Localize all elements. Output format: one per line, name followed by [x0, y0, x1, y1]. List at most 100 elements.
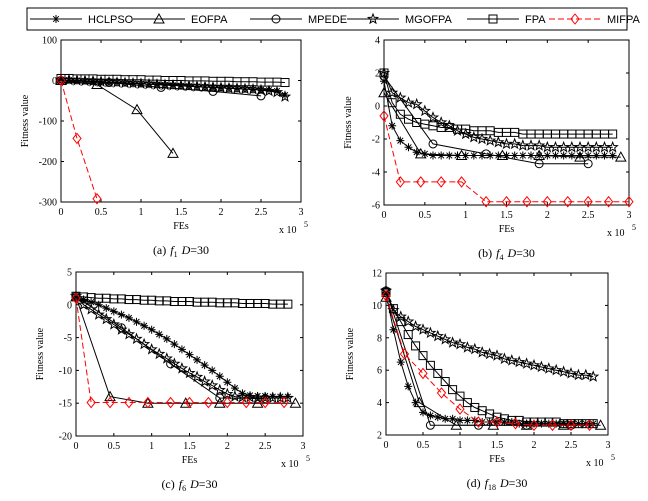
data-point	[396, 136, 405, 145]
data-point	[594, 419, 607, 430]
y-tick-label: 8	[377, 333, 382, 344]
data-point	[198, 375, 211, 387]
data-point	[496, 149, 509, 160]
data-point	[72, 132, 82, 145]
data-point	[87, 298, 96, 307]
y-tick-label: -5	[64, 333, 72, 344]
data-point	[549, 140, 562, 153]
caption-part: f	[496, 246, 501, 260]
data-point	[222, 396, 232, 409]
data-point	[404, 382, 413, 391]
data-point	[268, 392, 277, 401]
data-point	[564, 367, 578, 379]
data-point	[208, 366, 217, 375]
data-point	[513, 355, 526, 368]
subplot-caption: (c) f6 D=30	[161, 477, 217, 493]
data-point	[105, 396, 115, 409]
series-mifpa	[381, 289, 595, 432]
data-point	[608, 151, 617, 160]
caption-part: D	[499, 476, 509, 490]
x-tick-label: 0	[382, 210, 387, 221]
y-tick-label: -100	[39, 117, 57, 128]
data-point	[467, 130, 480, 143]
x-multiplier-exponent: 5	[632, 223, 636, 232]
data-point	[94, 300, 103, 309]
y-axis-label: Fitness value	[35, 327, 46, 380]
data-point	[402, 96, 415, 108]
caption-part: (a)	[153, 243, 166, 257]
x-tick-label: 2.5	[582, 210, 595, 221]
y-tick-label: 12	[372, 269, 382, 280]
data-point	[395, 109, 405, 119]
data-point	[507, 418, 516, 427]
data-point	[403, 330, 413, 340]
data-point	[433, 413, 442, 422]
x-tick-label: 2.5	[259, 441, 272, 452]
legend-item-mgofpa: MGOFPA	[347, 12, 453, 26]
data-point	[143, 396, 153, 409]
x-tick-label: 1	[458, 440, 463, 451]
data-point	[190, 370, 204, 383]
data-point	[416, 176, 426, 188]
x-multiplier-exponent: 5	[611, 453, 615, 462]
x-multiplier: x 10	[607, 228, 625, 239]
data-point	[470, 402, 480, 412]
data-point	[574, 151, 586, 162]
caption-part: f	[170, 243, 175, 257]
data-point	[395, 176, 405, 188]
data-point	[281, 91, 289, 100]
y-tick-label: 10	[372, 301, 382, 312]
legend-label: MPEDE	[308, 14, 347, 26]
data-point	[104, 390, 116, 402]
y-tick-label: -6	[372, 201, 380, 212]
data-point	[414, 147, 427, 159]
data-point	[228, 390, 242, 402]
data-point	[379, 110, 389, 122]
y-tick-label: -2	[372, 135, 380, 146]
caption-part: =30	[516, 246, 535, 260]
data-point	[522, 417, 532, 427]
caption-part: =30	[190, 243, 209, 257]
data-point	[396, 358, 405, 367]
caption-part: 1	[174, 250, 178, 259]
data-point	[455, 391, 465, 401]
series-line	[383, 92, 621, 158]
data-point	[131, 103, 143, 115]
data-point	[184, 396, 195, 409]
caption-part: D	[181, 243, 191, 257]
data-point	[544, 419, 553, 428]
x-tick-label: 0	[384, 440, 389, 451]
data-point	[404, 143, 413, 152]
x-tick-label: 0.5	[108, 441, 121, 452]
data-point	[492, 416, 502, 428]
y-tick-label: -10	[59, 366, 72, 377]
data-point	[606, 140, 619, 153]
diamond-marker-icon	[570, 13, 580, 25]
data-point	[530, 419, 538, 428]
data-point	[381, 289, 391, 302]
data-point	[102, 304, 111, 313]
data-point	[85, 302, 98, 315]
x-tick-label: 0	[74, 441, 79, 452]
data-point	[520, 357, 533, 369]
legend-label: MGOFPA	[405, 14, 453, 26]
circle-marker-icon	[271, 14, 281, 24]
data-point	[481, 149, 491, 159]
data-point	[388, 121, 397, 130]
data-point	[468, 342, 481, 355]
y-tick-label: 0	[67, 300, 72, 311]
data-point	[200, 361, 209, 370]
data-point	[501, 195, 512, 208]
data-point	[559, 419, 569, 429]
data-point	[167, 147, 179, 158]
data-point	[124, 396, 134, 409]
data-point	[527, 358, 541, 371]
data-point	[426, 111, 440, 123]
data-point	[223, 378, 232, 387]
data-point	[508, 137, 521, 150]
caption-part: =30	[199, 477, 218, 491]
data-point	[624, 195, 634, 208]
data-point	[399, 348, 410, 360]
data-point	[573, 140, 587, 153]
